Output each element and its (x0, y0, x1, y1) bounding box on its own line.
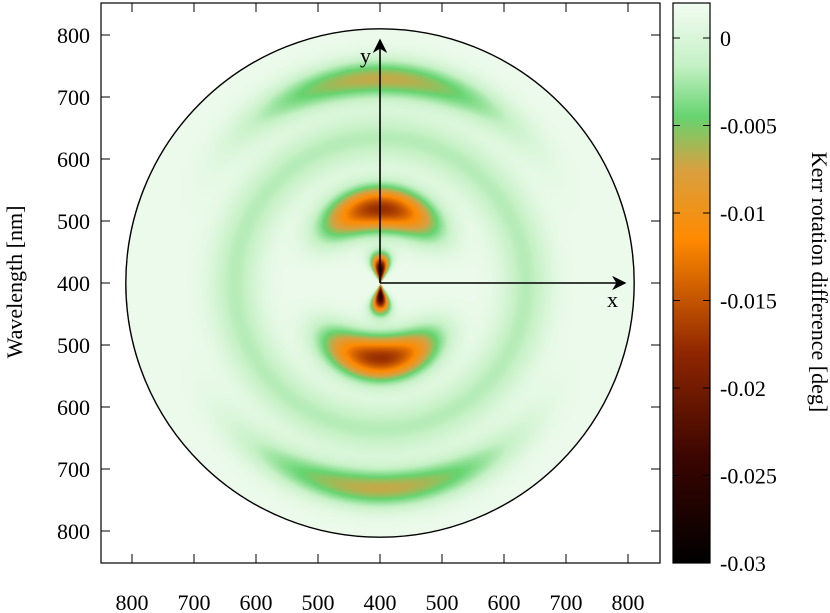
y-tick-label: 600 (57, 395, 90, 420)
y-tick-label: 800 (57, 23, 90, 48)
x-tick-label: 700 (550, 590, 583, 613)
colorbar-tick-label: 0 (720, 26, 731, 51)
axis-arrows: y x (360, 38, 627, 312)
colorbar-tick-label: -0.02 (720, 376, 766, 401)
colorbar-tick-label: -0.03 (720, 551, 766, 576)
y-tick-label: 800 (57, 519, 90, 544)
y-axis-title: Wavelength [nm] (2, 206, 27, 359)
y-ticks-left (101, 34, 110, 532)
y-tick-labels: 800 700 600 500 400 500 600 700 800 (57, 23, 90, 544)
x-tick-label: 600 (240, 590, 273, 613)
colorbar-tick-labels: 0 -0.005 -0.01 -0.015 -0.02 -0.025 -0.03 (720, 26, 777, 576)
x-tick-label: 700 (178, 590, 211, 613)
colorbar-title: Kerr rotation difference [deg] (807, 152, 830, 412)
y-axis-arrow-label: y (360, 43, 371, 68)
x-tick-label: 800 (612, 590, 645, 613)
x-tick-label: 400 (364, 590, 397, 613)
colorbar-ticks (673, 37, 710, 564)
x-tick-label: 500 (302, 590, 335, 613)
x-tick-label: 500 (426, 590, 459, 613)
x-axis-arrow-label: x (607, 287, 618, 312)
disk-outline (125, 28, 635, 538)
colorbar-tick-label: -0.01 (720, 201, 766, 226)
colorbar: 0 -0.005 -0.01 -0.015 -0.02 -0.025 -0.03 Kerr … (672, 2, 830, 576)
colorbar-tick-label: -0.005 (720, 114, 777, 139)
y-tick-label: 700 (57, 85, 90, 110)
y-tick-label: 600 (57, 147, 90, 172)
y-tick-label: 700 (57, 457, 90, 482)
x-ticks-bottom (131, 554, 629, 563)
colorbar-tick-label: -0.015 (720, 289, 777, 314)
x-tick-labels: 800 700 600 500 400 500 600 700 800 (116, 590, 645, 613)
x-tick-label: 600 (488, 590, 521, 613)
x-tick-label: 800 (116, 590, 149, 613)
y-tick-label: 400 (57, 271, 90, 296)
y-tick-label: 500 (57, 209, 90, 234)
x-ticks-top (131, 3, 629, 12)
colorbar-gradient (672, 2, 711, 564)
colorbar-tick-label: -0.025 (720, 464, 777, 489)
y-ticks-right (651, 34, 660, 532)
y-tick-label: 500 (57, 333, 90, 358)
